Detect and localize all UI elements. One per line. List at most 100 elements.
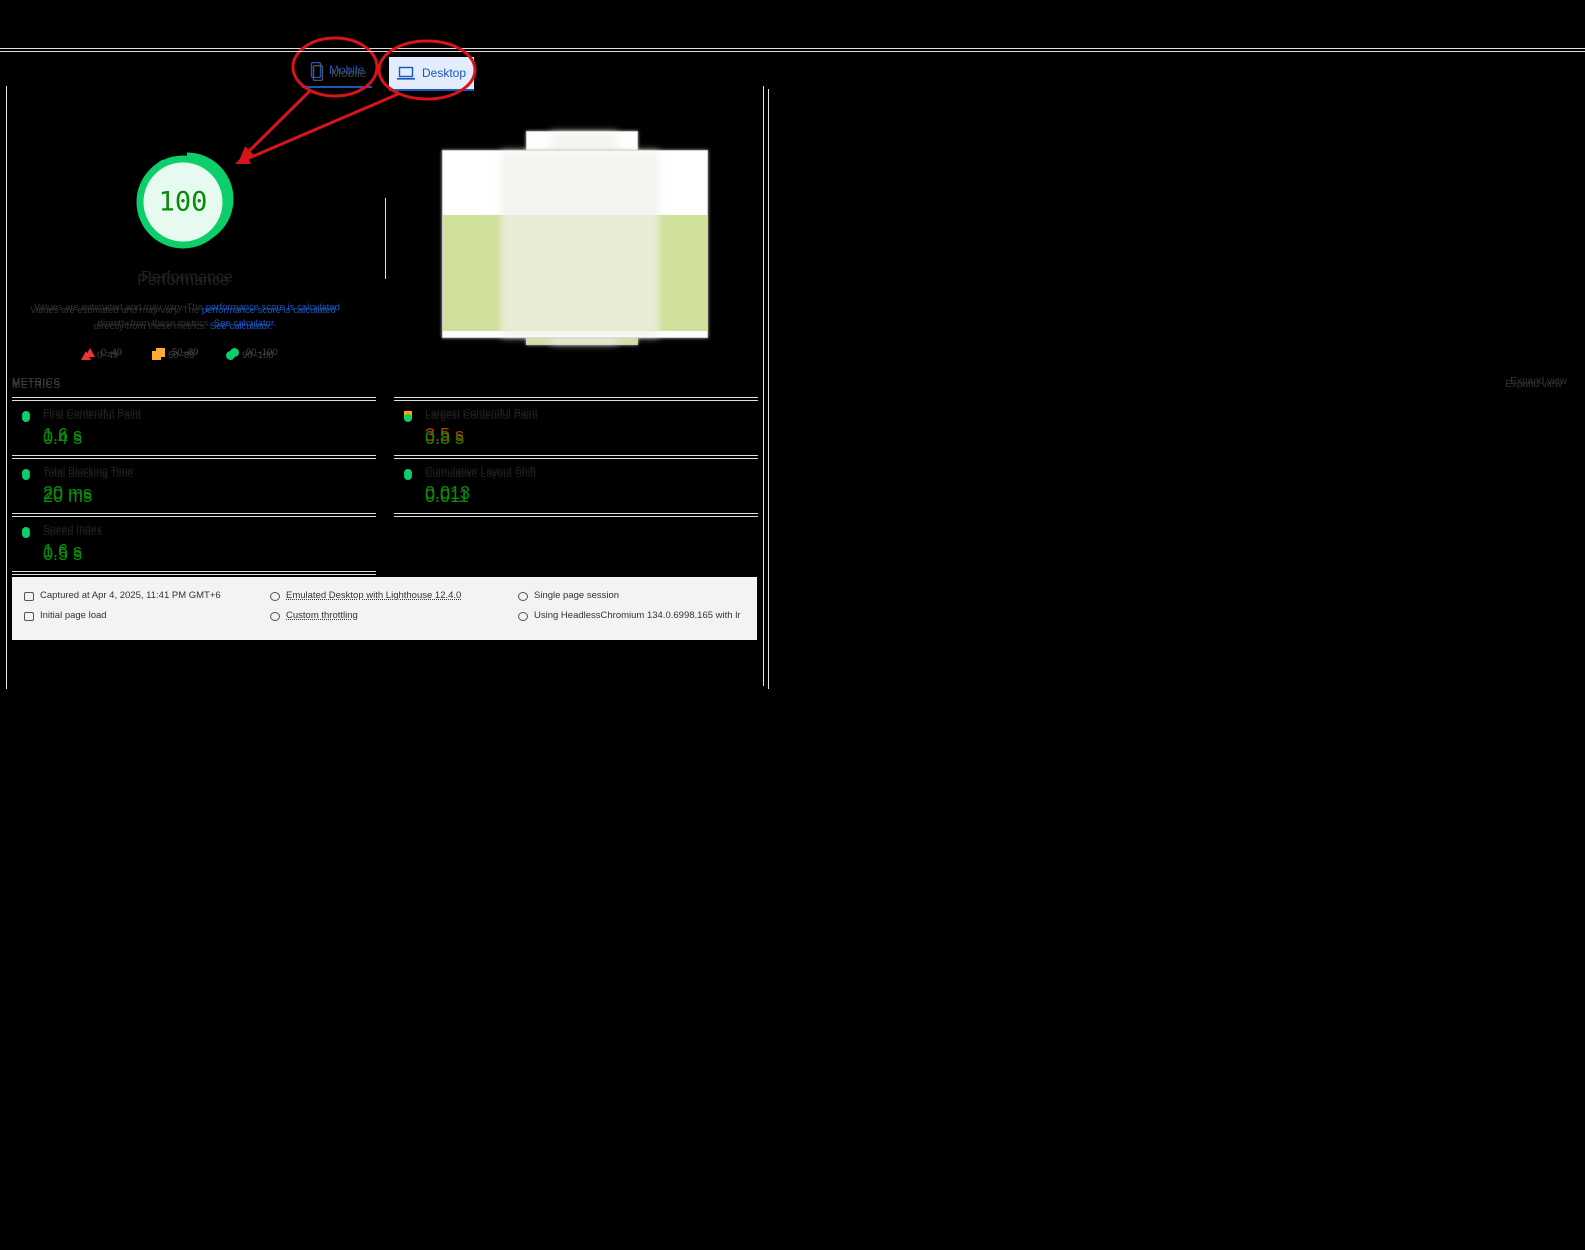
- footer-box: [12, 580, 757, 640]
- metric-value: 0.4 s: [43, 428, 83, 448]
- phone-icon: [312, 65, 324, 81]
- highlight-ellipse: [291, 36, 379, 98]
- legend-label: 0–49: [101, 347, 123, 358]
- metric-name: Cumulative Layout Shift: [425, 465, 536, 477]
- score-gauge: 100: [136, 155, 230, 249]
- annotation: [235, 39, 477, 164]
- metrics-heading: METRICS: [12, 377, 61, 388]
- metric-value: 0.013: [425, 483, 471, 503]
- metric-name: Speed Index: [43, 526, 102, 538]
- metric-name: Speed Index: [43, 523, 102, 535]
- tab-label: Mobile: [329, 63, 365, 77]
- metric-divider: [394, 513, 758, 514]
- score-label: Performance: [137, 272, 229, 289]
- legend-icon: [152, 351, 161, 360]
- score-note: Values are estimated and may vary. The p…: [3, 303, 363, 335]
- metric-divider: [394, 397, 758, 398]
- score-value: 100: [159, 187, 208, 218]
- metric-divider: [394, 516, 758, 517]
- expand-view[interactable]: Expand view: [1505, 379, 1562, 390]
- gauge-bg: [140, 159, 226, 245]
- footer-icon: [24, 592, 34, 601]
- footer-item: Single page session: [534, 590, 620, 601]
- legend-label: 50–89: [172, 347, 199, 358]
- gauge-arc: [136, 155, 230, 249]
- metric-name: First Contentful Paint: [43, 410, 142, 422]
- expand-view[interactable]: Expand view: [1510, 376, 1567, 387]
- metric-divider: [12, 397, 376, 398]
- tab-icon: [397, 66, 415, 80]
- footer-icon: [518, 612, 528, 621]
- phone-icon: [310, 62, 322, 78]
- metric-divider: [394, 400, 758, 401]
- metric-divider: [12, 455, 376, 456]
- metric-name: Total Blocking Time: [43, 468, 134, 480]
- laptop-icon: [398, 66, 414, 78]
- metric-rating-icon: [404, 414, 412, 422]
- metric-value: 0.011: [425, 486, 469, 506]
- metric-divider: [12, 516, 376, 517]
- legend-icon: [81, 351, 91, 360]
- legend-label: 90–100: [246, 347, 278, 358]
- footer-icon: [270, 612, 280, 621]
- tab-icon: [310, 62, 322, 78]
- tab[interactable]: Mobile: [304, 57, 374, 89]
- footer-item: Custom throttling: [286, 610, 358, 621]
- arrow-shaft: [241, 92, 399, 163]
- metric-name: Total Blocking Time: [43, 465, 134, 477]
- metric-value: 0.5 s: [43, 544, 83, 564]
- note-text: Values are estimated and may vary. The: [30, 305, 200, 316]
- metric-divider: [394, 455, 758, 456]
- footer-icon: [518, 592, 528, 601]
- metric-name: First Contentful Paint: [43, 407, 142, 419]
- arrow-shaft: [243, 89, 311, 157]
- metric-rating-icon: [22, 530, 30, 538]
- page: MobileDesktop91PerformanceValues are est…: [0, 36, 1585, 689]
- footer-item: Initial page load: [40, 610, 107, 621]
- metric-divider: [12, 458, 376, 459]
- legend-label: 90–100: [242, 350, 274, 361]
- metrics-heading: METRICS: [12, 380, 61, 391]
- metric-value: 20 ms: [43, 483, 93, 503]
- note-text: directly from these metrics.: [97, 318, 212, 329]
- metric-value: 3.5 s: [425, 425, 465, 445]
- highlight-ellipse: [377, 39, 477, 101]
- metric-divider: [394, 458, 758, 459]
- tab[interactable]: Mobile: [302, 54, 373, 88]
- metric-divider: [12, 400, 376, 401]
- score-note: Values are estimated and may vary. The p…: [7, 300, 367, 332]
- legend-icon: [226, 351, 235, 360]
- footer-item: Captured at Apr 4, 2025, 11:41 PM GMT+6: [40, 590, 221, 601]
- footer-icon: [24, 612, 34, 621]
- note-link[interactable]: performance score is calculated: [201, 305, 336, 316]
- tab-label: Mobile: [331, 66, 367, 80]
- arrow-head: [235, 152, 251, 164]
- metric-divider: [12, 513, 376, 514]
- divider: [385, 201, 386, 279]
- note-link[interactable]: performance score is calculated: [205, 302, 340, 313]
- metric-value: 20 ms: [43, 486, 93, 506]
- tab-icon: [312, 65, 324, 81]
- header-divider: [0, 48, 1585, 49]
- footer-icon: [270, 592, 280, 601]
- page-thumbnail: [442, 150, 708, 338]
- tab[interactable]: Desktop: [389, 57, 475, 91]
- thumbnail-blur: [501, 151, 660, 337]
- legend-label: 0–49: [97, 350, 119, 361]
- metric-divider: [12, 571, 376, 572]
- laptop-base: [397, 78, 415, 80]
- metric-value: 1.6 s: [43, 425, 83, 445]
- metric-name: Largest Contentful Paint: [425, 407, 538, 419]
- card-border: [6, 89, 769, 689]
- footer-item: Emulated Desktop with Lighthouse 12.4.0: [286, 590, 462, 601]
- legend-label: 50–89: [168, 350, 195, 361]
- note-link[interactable]: See calculator.: [209, 321, 273, 332]
- tab-label: Desktop: [422, 66, 467, 80]
- note-text: directly from these metrics.: [93, 321, 208, 332]
- score-label: Performance: [141, 269, 233, 286]
- footer-item: Using HeadlessChromium 134.0.6998.165 wi…: [534, 610, 741, 621]
- note-link[interactable]: See calculator.: [213, 318, 277, 329]
- header-divider: [0, 51, 1585, 52]
- metric-value: 0.8 s: [425, 428, 465, 448]
